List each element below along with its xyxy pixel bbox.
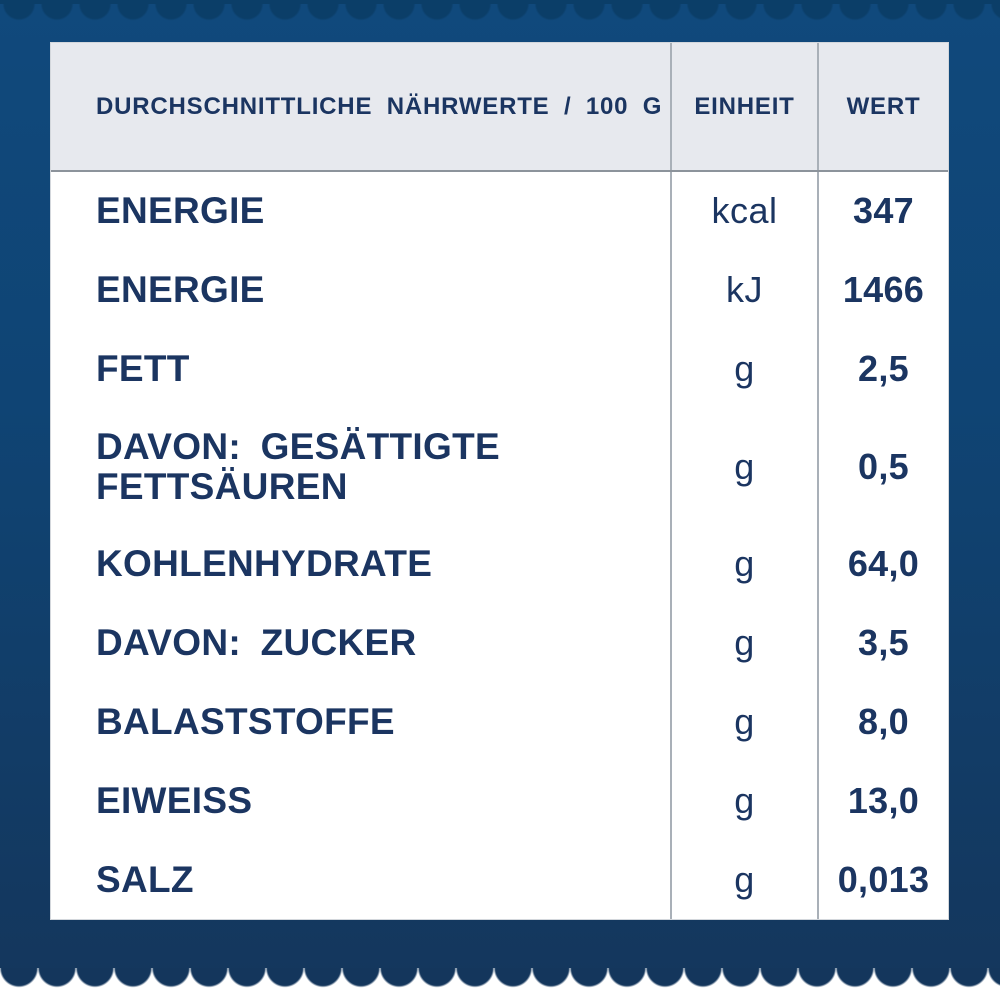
header-row: DURCHSCHNITTLICHE NÄHRWERTE / 100 G EINH…: [51, 43, 948, 172]
value-label: 0,013: [817, 840, 948, 919]
nutrient-label: BALASTSTOFFE: [96, 701, 395, 742]
nutrient-label: DAVON: ZUCKER: [96, 622, 417, 664]
table-row: FETT g 2,5: [51, 329, 948, 409]
unit-label: g: [670, 329, 817, 409]
unit-label: g: [670, 525, 817, 604]
table-row: EIWEISS g 13,0: [51, 761, 948, 841]
unit-label: g: [670, 603, 817, 683]
value-label: 64,0: [817, 525, 948, 604]
table-row: DAVON: ZUCKER g 3,5: [51, 603, 948, 683]
scallop-bottom-edge: [0, 968, 1000, 1000]
nutrient-label: KOHLENHYDRATE: [96, 543, 433, 585]
nutrient-label: ENERGIE: [96, 269, 265, 311]
nutrient-label: EIWEISS: [96, 779, 253, 821]
table-row: ENERGIE kJ 1466: [51, 250, 948, 330]
table-row: SALZ g 0,013: [51, 840, 948, 919]
nutrient-label: FETT: [96, 347, 190, 389]
value-label: 1466: [817, 250, 948, 330]
value-label: 8,0: [817, 682, 948, 762]
unit-label: g: [670, 840, 817, 919]
nutrient-label: ENERGIE: [96, 190, 265, 232]
value-label: 0,5: [817, 408, 948, 526]
scallop-top-edge: [0, 0, 1000, 22]
table-row: BALASTSTOFFE g 8,0: [51, 682, 948, 762]
nutrient-label: DAVON: GESÄTTIGTE FETTSÄUREN: [96, 425, 500, 507]
value-label: 347: [817, 172, 948, 251]
table-row: KOHLENHYDRATE g 64,0: [51, 525, 948, 604]
unit-label: g: [670, 408, 817, 526]
header-cell-unit: EINHEIT: [670, 43, 817, 170]
value-label: 13,0: [817, 761, 948, 841]
nutrition-table: DURCHSCHNITTLICHE NÄHRWERTE / 100 G EINH…: [50, 42, 949, 920]
unit-label: kcal: [670, 172, 817, 251]
unit-label: g: [670, 682, 817, 762]
value-label: 3,5: [817, 603, 948, 683]
header-cell-value: WERT: [817, 43, 948, 170]
nutrient-label: SALZ: [96, 858, 194, 900]
header-cell-nutrients: DURCHSCHNITTLICHE NÄHRWERTE / 100 G: [96, 92, 663, 120]
value-label: 2,5: [817, 329, 948, 409]
table-row: DAVON: GESÄTTIGTE FETTSÄUREN g 0,5: [51, 408, 948, 526]
unit-label: kJ: [670, 250, 817, 330]
unit-label: g: [670, 761, 817, 841]
table-row: ENERGIE kcal 347: [51, 172, 948, 251]
